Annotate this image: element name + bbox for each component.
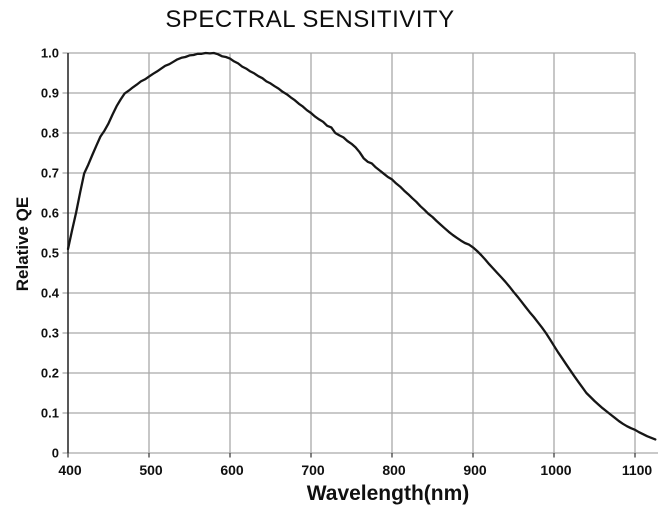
x-tick-label: 400 xyxy=(58,462,82,478)
y-tick-label: 0.6 xyxy=(41,206,59,221)
x-tick-label: 1100 xyxy=(622,462,653,478)
x-tick-label: 800 xyxy=(382,462,406,478)
x-tick-label: 900 xyxy=(463,462,487,478)
x-tick-label: 700 xyxy=(301,462,325,478)
y-tick-label: 0 xyxy=(52,446,59,461)
chart-title: SPECTRAL SENSITIVITY xyxy=(165,6,455,33)
y-tick-label: 0.3 xyxy=(41,326,59,341)
y-tick-label: 0.4 xyxy=(41,286,60,301)
y-tick-label: 0.2 xyxy=(41,366,59,381)
y-tick-label: 0.5 xyxy=(41,246,59,261)
y-tick-label: 0.8 xyxy=(41,126,59,141)
y-tick-label: 1.0 xyxy=(41,46,59,61)
qe-curve xyxy=(66,51,657,441)
x-axis-title: Wavelength(nm) xyxy=(306,482,470,505)
y-tick-label: 0.1 xyxy=(41,406,59,421)
y-tick-label: 0.9 xyxy=(41,86,59,101)
x-tick-label: 600 xyxy=(220,462,244,478)
x-tick-label: 1000 xyxy=(540,462,571,478)
y-tick-label: 0.7 xyxy=(41,166,59,181)
x-tick-label: 500 xyxy=(139,462,163,478)
